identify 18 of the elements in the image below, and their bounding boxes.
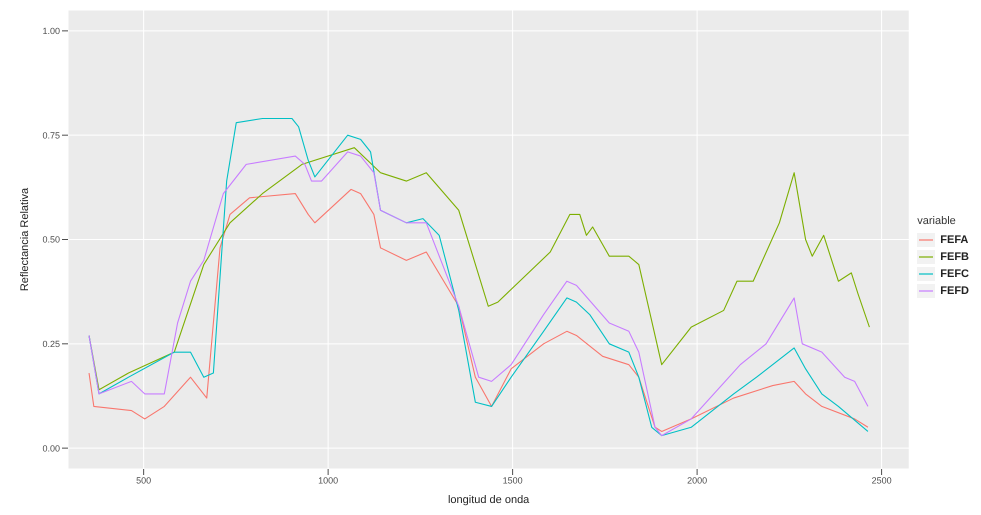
legend-label: FEFB [940, 250, 969, 262]
x-tick-label: 2000 [687, 475, 708, 486]
line-series [88, 147, 870, 390]
x-tick-label: 500 [136, 475, 152, 486]
y-tick-label: 1.00 [42, 26, 60, 36]
x-tick-label: 1000 [318, 475, 338, 486]
legend-label: FEFA [940, 234, 968, 246]
y-tick-label: 0.75 [42, 130, 60, 140]
y-tick-label: 0.50 [42, 234, 60, 245]
legend-label: FEFC [940, 268, 969, 280]
x-tick-label: 2500 [872, 475, 892, 486]
legend-title: variable [917, 214, 957, 226]
y-tick-label: 0.25 [42, 339, 60, 350]
x-axis-title: longitud de onda [448, 494, 530, 506]
y-tick-label: 0.00 [42, 443, 60, 454]
y-axis-title: Reflectancia Relativa [18, 186, 31, 292]
x-tick-label: 1500 [502, 475, 523, 486]
legend-label: FEFD [940, 284, 969, 296]
